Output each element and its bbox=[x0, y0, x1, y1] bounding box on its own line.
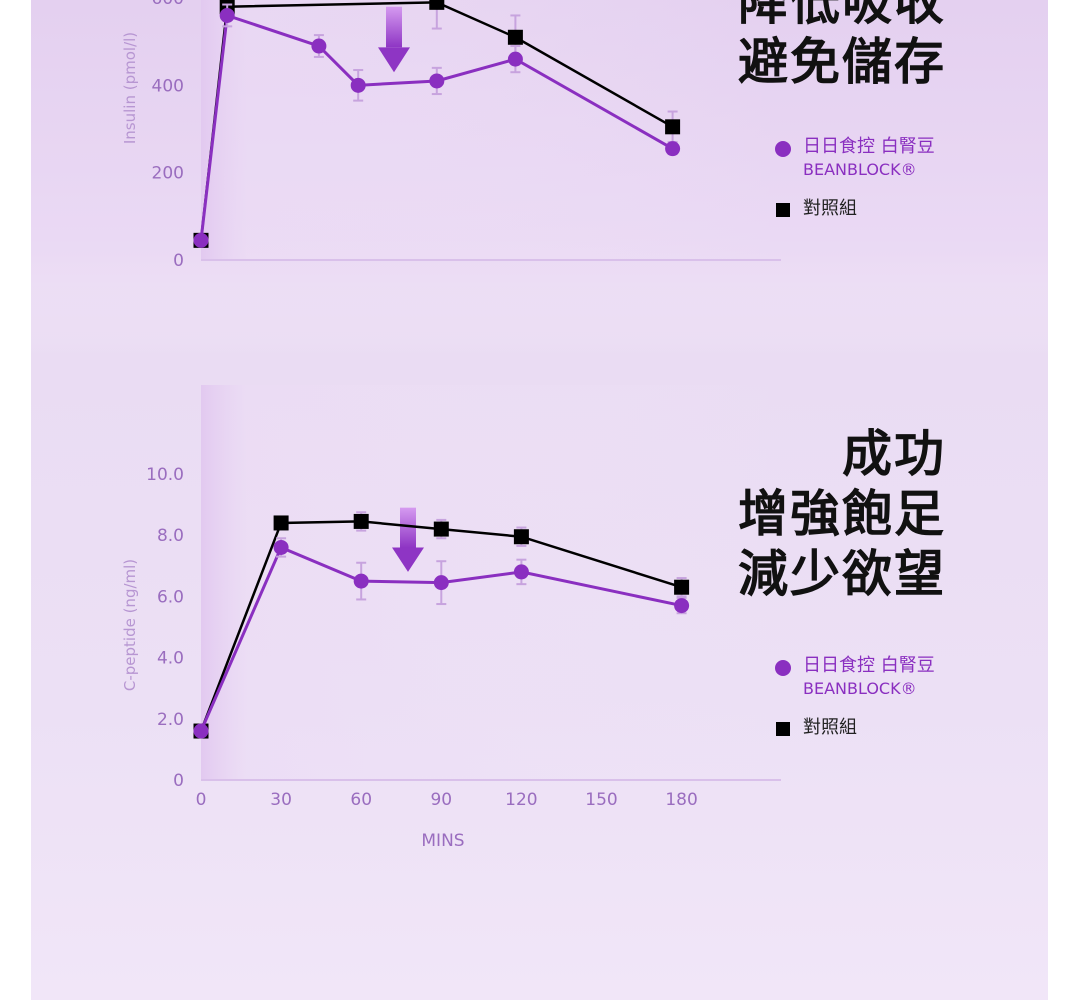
y-tick-label: 200 bbox=[152, 164, 184, 184]
data-point-bean bbox=[433, 575, 449, 591]
legend-sublabel: BEANBLOCK® bbox=[803, 679, 917, 698]
plot-area bbox=[201, 0, 781, 260]
chart1-legend: 日日食控 白腎豆 BEANBLOCK® 對照組 bbox=[775, 135, 975, 221]
chart2-heading-line: 增強飽足 bbox=[738, 485, 946, 543]
data-point-bean bbox=[665, 141, 681, 157]
data-point-bean bbox=[674, 598, 690, 614]
x-tick-label: 180 bbox=[665, 790, 697, 810]
chart1-heading: 降低吸收 避免儲存 bbox=[738, 0, 946, 92]
chart1-heading-line: 降低吸收 bbox=[738, 0, 946, 31]
legend-label: 日日食控 白腎豆 bbox=[803, 655, 935, 676]
data-point-control bbox=[513, 529, 529, 545]
data-point-bean bbox=[193, 232, 209, 248]
y-tick-label: 400 bbox=[152, 76, 184, 96]
data-point-control bbox=[665, 119, 681, 135]
chart2-legend: 日日食控 白腎豆 BEANBLOCK® 對照組 bbox=[775, 654, 975, 740]
chart2-heading: 成功 增強飽足 減少欲望 bbox=[738, 424, 946, 604]
legend-label: 對照組 bbox=[803, 717, 857, 738]
y-tick-label: 6.0 bbox=[157, 587, 184, 607]
legend-item-bean: 日日食控 白腎豆 BEANBLOCK® bbox=[775, 654, 975, 704]
data-point-bean bbox=[507, 51, 523, 67]
data-point-control bbox=[353, 513, 369, 529]
plot-area bbox=[201, 385, 781, 780]
legend-square-icon bbox=[776, 203, 790, 217]
data-point-bean bbox=[219, 7, 235, 23]
data-point-bean bbox=[429, 73, 445, 89]
data-point-bean bbox=[193, 723, 209, 739]
arrow-head bbox=[392, 547, 424, 572]
legend-square-icon bbox=[776, 722, 790, 736]
legend-item-control: 對照組 bbox=[775, 716, 975, 740]
down-arrow-icon bbox=[378, 6, 410, 73]
data-point-bean bbox=[273, 539, 289, 555]
legend-item-bean: 日日食控 白腎豆 BEANBLOCK® bbox=[775, 135, 975, 185]
legend-label: 對照組 bbox=[803, 198, 857, 219]
y-tick-label: 2.0 bbox=[157, 710, 184, 730]
y-tick-label: 8.0 bbox=[157, 526, 184, 546]
x-tick-label: 0 bbox=[196, 790, 207, 810]
x-tick-label: 150 bbox=[585, 790, 617, 810]
y-tick-label: 600 bbox=[152, 0, 184, 9]
series-line-control bbox=[199, 520, 682, 732]
data-point-bean bbox=[350, 77, 366, 93]
chart2-heading-line: 減少欲望 bbox=[738, 545, 946, 603]
y-tick-label: 0 bbox=[173, 771, 184, 791]
data-point-control bbox=[674, 579, 690, 595]
x-tick-label: 30 bbox=[270, 790, 292, 810]
x-tick-label: 60 bbox=[350, 790, 372, 810]
data-point-bean bbox=[513, 564, 529, 580]
legend-item-control: 對照組 bbox=[775, 197, 975, 221]
y-tick-label: 0 bbox=[173, 251, 184, 271]
arrow-shaft bbox=[400, 507, 416, 548]
legend-circle-icon bbox=[775, 660, 791, 676]
series-line-bean bbox=[199, 545, 682, 732]
data-point-control bbox=[429, 0, 445, 10]
data-point-bean bbox=[311, 38, 327, 54]
y-axis-label: C-peptide (ng/ml) bbox=[121, 559, 139, 691]
arrow-shaft bbox=[386, 6, 402, 48]
y-axis-label: Insulin (pmol/l) bbox=[121, 32, 139, 144]
legend-label: 日日食控 白腎豆 bbox=[803, 136, 935, 157]
y-tick-label: 10.0 bbox=[146, 465, 184, 485]
x-tick-label: 90 bbox=[430, 790, 452, 810]
legend-sublabel: BEANBLOCK® bbox=[803, 160, 917, 179]
down-arrow-icon bbox=[392, 507, 424, 572]
arrow-head bbox=[378, 47, 410, 73]
chart1-heading-line: 避免儲存 bbox=[738, 33, 946, 91]
data-point-control bbox=[273, 515, 289, 531]
data-point-bean bbox=[353, 573, 369, 589]
y-tick-label: 4.0 bbox=[157, 649, 184, 669]
x-tick-label: 120 bbox=[505, 790, 537, 810]
data-point-control bbox=[507, 29, 523, 45]
data-point-control bbox=[433, 521, 449, 537]
x-axis-label: MINS bbox=[421, 831, 464, 851]
legend-circle-icon bbox=[775, 141, 791, 157]
chart2-heading-line: 成功 bbox=[842, 425, 946, 483]
